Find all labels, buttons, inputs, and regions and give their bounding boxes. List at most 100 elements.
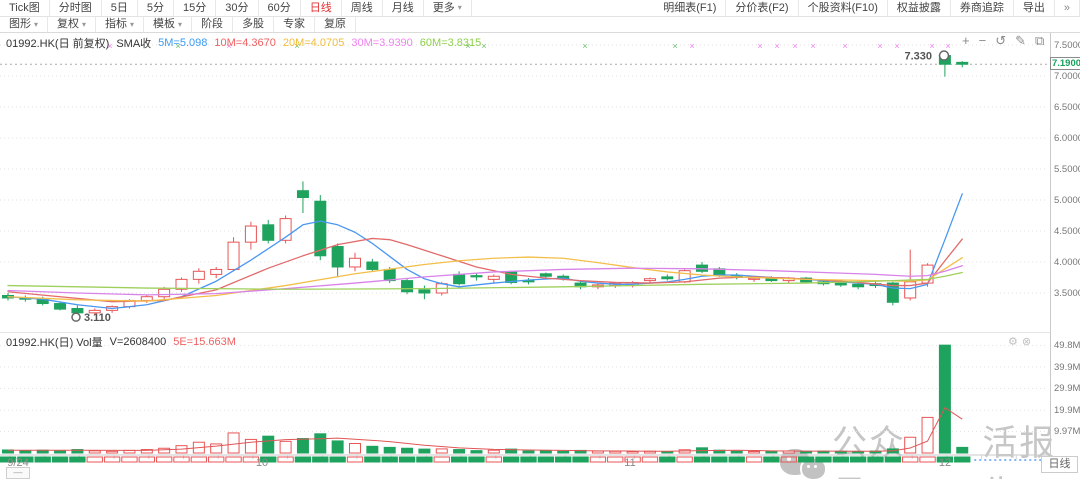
volume-tick: 9.97M bbox=[1054, 426, 1080, 437]
current-price-badge: 7.1900 bbox=[1050, 57, 1080, 70]
detail-table-button[interactable]: 明细表(F1) bbox=[654, 0, 727, 16]
price-tick: 6.0000 bbox=[1054, 133, 1080, 144]
svg-text:×: × bbox=[894, 41, 899, 51]
indicator-label: SMA收 bbox=[116, 38, 152, 50]
tab-weekly[interactable]: 周线 bbox=[342, 0, 383, 16]
adjust-menu[interactable]: 复权 ▾ bbox=[48, 17, 97, 32]
svg-text:×: × bbox=[481, 41, 486, 51]
price-tick: 7.0000 bbox=[1054, 71, 1080, 82]
undo-icon[interactable]: ↺ bbox=[995, 33, 1007, 48]
gear-icon[interactable]: ⚙ bbox=[1008, 336, 1018, 348]
svg-text:×: × bbox=[877, 41, 882, 51]
tab-more[interactable]: 更多 ▾ bbox=[424, 0, 472, 16]
collapse-button[interactable]: — bbox=[6, 467, 30, 479]
x-axis-label: 10 bbox=[255, 457, 269, 469]
svg-text:×: × bbox=[929, 41, 934, 51]
chevron-down-icon: ▾ bbox=[178, 19, 183, 29]
svg-text:×: × bbox=[294, 41, 299, 51]
volume-ma-value: 5E=15.663M bbox=[173, 336, 236, 348]
chevron-down-icon: ▾ bbox=[34, 19, 39, 29]
x-axis-label: 11 bbox=[624, 457, 636, 469]
reset-button[interactable]: 复原 bbox=[315, 17, 357, 32]
volume-tick: 19.9M bbox=[1054, 405, 1080, 416]
svg-text:×: × bbox=[175, 41, 180, 51]
svg-text:×: × bbox=[842, 41, 847, 51]
x-axis-label: 12 bbox=[938, 457, 952, 469]
volume-symbol-label: 01992.HK(日) Vol量 bbox=[6, 337, 103, 349]
price-axis: 7.5000 7.0000 6.5000 6.0000 5.5000 5.000… bbox=[1050, 33, 1080, 455]
tab-30min[interactable]: 30分 bbox=[216, 0, 259, 16]
price-tick: 4.0000 bbox=[1054, 257, 1080, 268]
svg-text:×: × bbox=[757, 41, 762, 51]
ma5-value: 5M=5.098 bbox=[158, 37, 208, 49]
indicator-menu[interactable]: 指标 ▾ bbox=[96, 17, 145, 32]
volume-value: V=2608400 bbox=[109, 336, 167, 348]
tab-daily[interactable]: 日线 bbox=[301, 0, 342, 16]
x-axis-label: 9/24 bbox=[7, 457, 29, 469]
chevron-down-icon: ▾ bbox=[130, 19, 135, 29]
pane-divider bbox=[0, 332, 1050, 333]
equity-disclosure-button[interactable]: 权益披露 bbox=[888, 0, 951, 16]
svg-text:×: × bbox=[465, 41, 470, 51]
ma30-value: 30M=3.9390 bbox=[351, 37, 413, 49]
price-tick: 3.5000 bbox=[1054, 288, 1080, 299]
news-frame-icon[interactable]: ⧉ bbox=[1035, 33, 1045, 48]
tab-15min[interactable]: 15分 bbox=[174, 0, 217, 16]
chart-tool-icons: + − ↺ ✎ ⧉ bbox=[962, 34, 1044, 47]
svg-text:×: × bbox=[672, 41, 677, 51]
price-tick: 7.5000 bbox=[1054, 40, 1080, 51]
toolbar-right-group: 明细表(F1) 分价表(F2) 个股资料(F10) 权益披露 券商追踪 导出 » bbox=[654, 0, 1080, 16]
price-tick: 5.0000 bbox=[1054, 195, 1080, 206]
graph-menu[interactable]: 图形 ▾ bbox=[0, 17, 49, 32]
chevron-down-icon: ▾ bbox=[457, 3, 462, 12]
svg-text:3.110: 3.110 bbox=[84, 312, 111, 324]
svg-text:×: × bbox=[945, 41, 950, 51]
volume-tick: 39.9M bbox=[1054, 362, 1080, 373]
period-toolbar: Tick图 分时图 5日 5分 15分 30分 60分 日线 周线 月线 更多 ▾… bbox=[0, 0, 1080, 17]
tab-intraday[interactable]: 分时图 bbox=[50, 0, 102, 16]
price-tick: 4.5000 bbox=[1054, 226, 1080, 237]
export-button[interactable]: 导出 bbox=[1014, 0, 1055, 16]
symbol-label: 01992.HK(日 前复权) bbox=[6, 38, 110, 50]
tab-5min[interactable]: 5分 bbox=[138, 0, 175, 16]
svg-text:×: × bbox=[107, 41, 112, 51]
stock-info-button[interactable]: 个股资料(F10) bbox=[799, 0, 888, 16]
expert-button[interactable]: 专家 bbox=[274, 17, 316, 32]
price-tick: 5.5000 bbox=[1054, 164, 1080, 175]
broker-tracking-button[interactable]: 券商追踪 bbox=[951, 0, 1014, 16]
tab-60min[interactable]: 60分 bbox=[259, 0, 301, 16]
volume-tick: 29.9M bbox=[1054, 383, 1080, 394]
zoom-in-icon[interactable]: + bbox=[962, 33, 970, 48]
tab-5day[interactable]: 5日 bbox=[102, 0, 138, 16]
ma10-value: 10M=4.3670 bbox=[214, 37, 276, 49]
close-icon[interactable]: ⊗ bbox=[1021, 336, 1032, 348]
ma20-value: 20M=4.0705 bbox=[282, 37, 345, 49]
stage-button[interactable]: 阶段 bbox=[192, 17, 234, 32]
toolbar-overflow-icon[interactable]: » bbox=[1055, 0, 1080, 16]
multi-stock-button[interactable]: 多股 bbox=[233, 17, 275, 32]
draw-pencil-icon[interactable]: ✎ bbox=[1015, 33, 1026, 48]
price-tick: 6.5000 bbox=[1054, 102, 1080, 113]
zoom-out-icon[interactable]: − bbox=[978, 33, 987, 48]
volume-pane-header: 01992.HK(日) Vol量 V=2608400 5E=15.663M bbox=[6, 334, 236, 350]
template-menu[interactable]: 模板 ▾ bbox=[144, 17, 193, 32]
svg-text:×: × bbox=[226, 41, 231, 51]
svg-text:7.330: 7.330 bbox=[904, 51, 932, 63]
svg-text:×: × bbox=[792, 41, 797, 51]
price-pane-header: 01992.HK(日 前复权) SMA收 5M=5.098 10M=4.3670… bbox=[6, 35, 481, 51]
ma60-value: 60M=3.8315 bbox=[419, 37, 482, 49]
tab-tick-chart[interactable]: Tick图 bbox=[0, 0, 50, 16]
svg-text:×: × bbox=[689, 41, 694, 51]
svg-text:×: × bbox=[774, 41, 779, 51]
svg-text:×: × bbox=[582, 41, 587, 51]
tab-monthly[interactable]: 月线 bbox=[383, 0, 424, 16]
period-indicator-button[interactable]: 日线 bbox=[1041, 456, 1078, 473]
svg-text:×: × bbox=[810, 41, 815, 51]
volume-tick: 49.8M bbox=[1054, 340, 1080, 351]
volume-pane-icons: ⚙ ⊗ bbox=[1008, 335, 1031, 348]
chart-tools-toolbar: 图形 ▾ 复权 ▾ 指标 ▾ 模板 ▾ 阶段 多股 专家 复原 bbox=[0, 17, 1080, 33]
price-distribution-button[interactable]: 分价表(F2) bbox=[726, 0, 799, 16]
